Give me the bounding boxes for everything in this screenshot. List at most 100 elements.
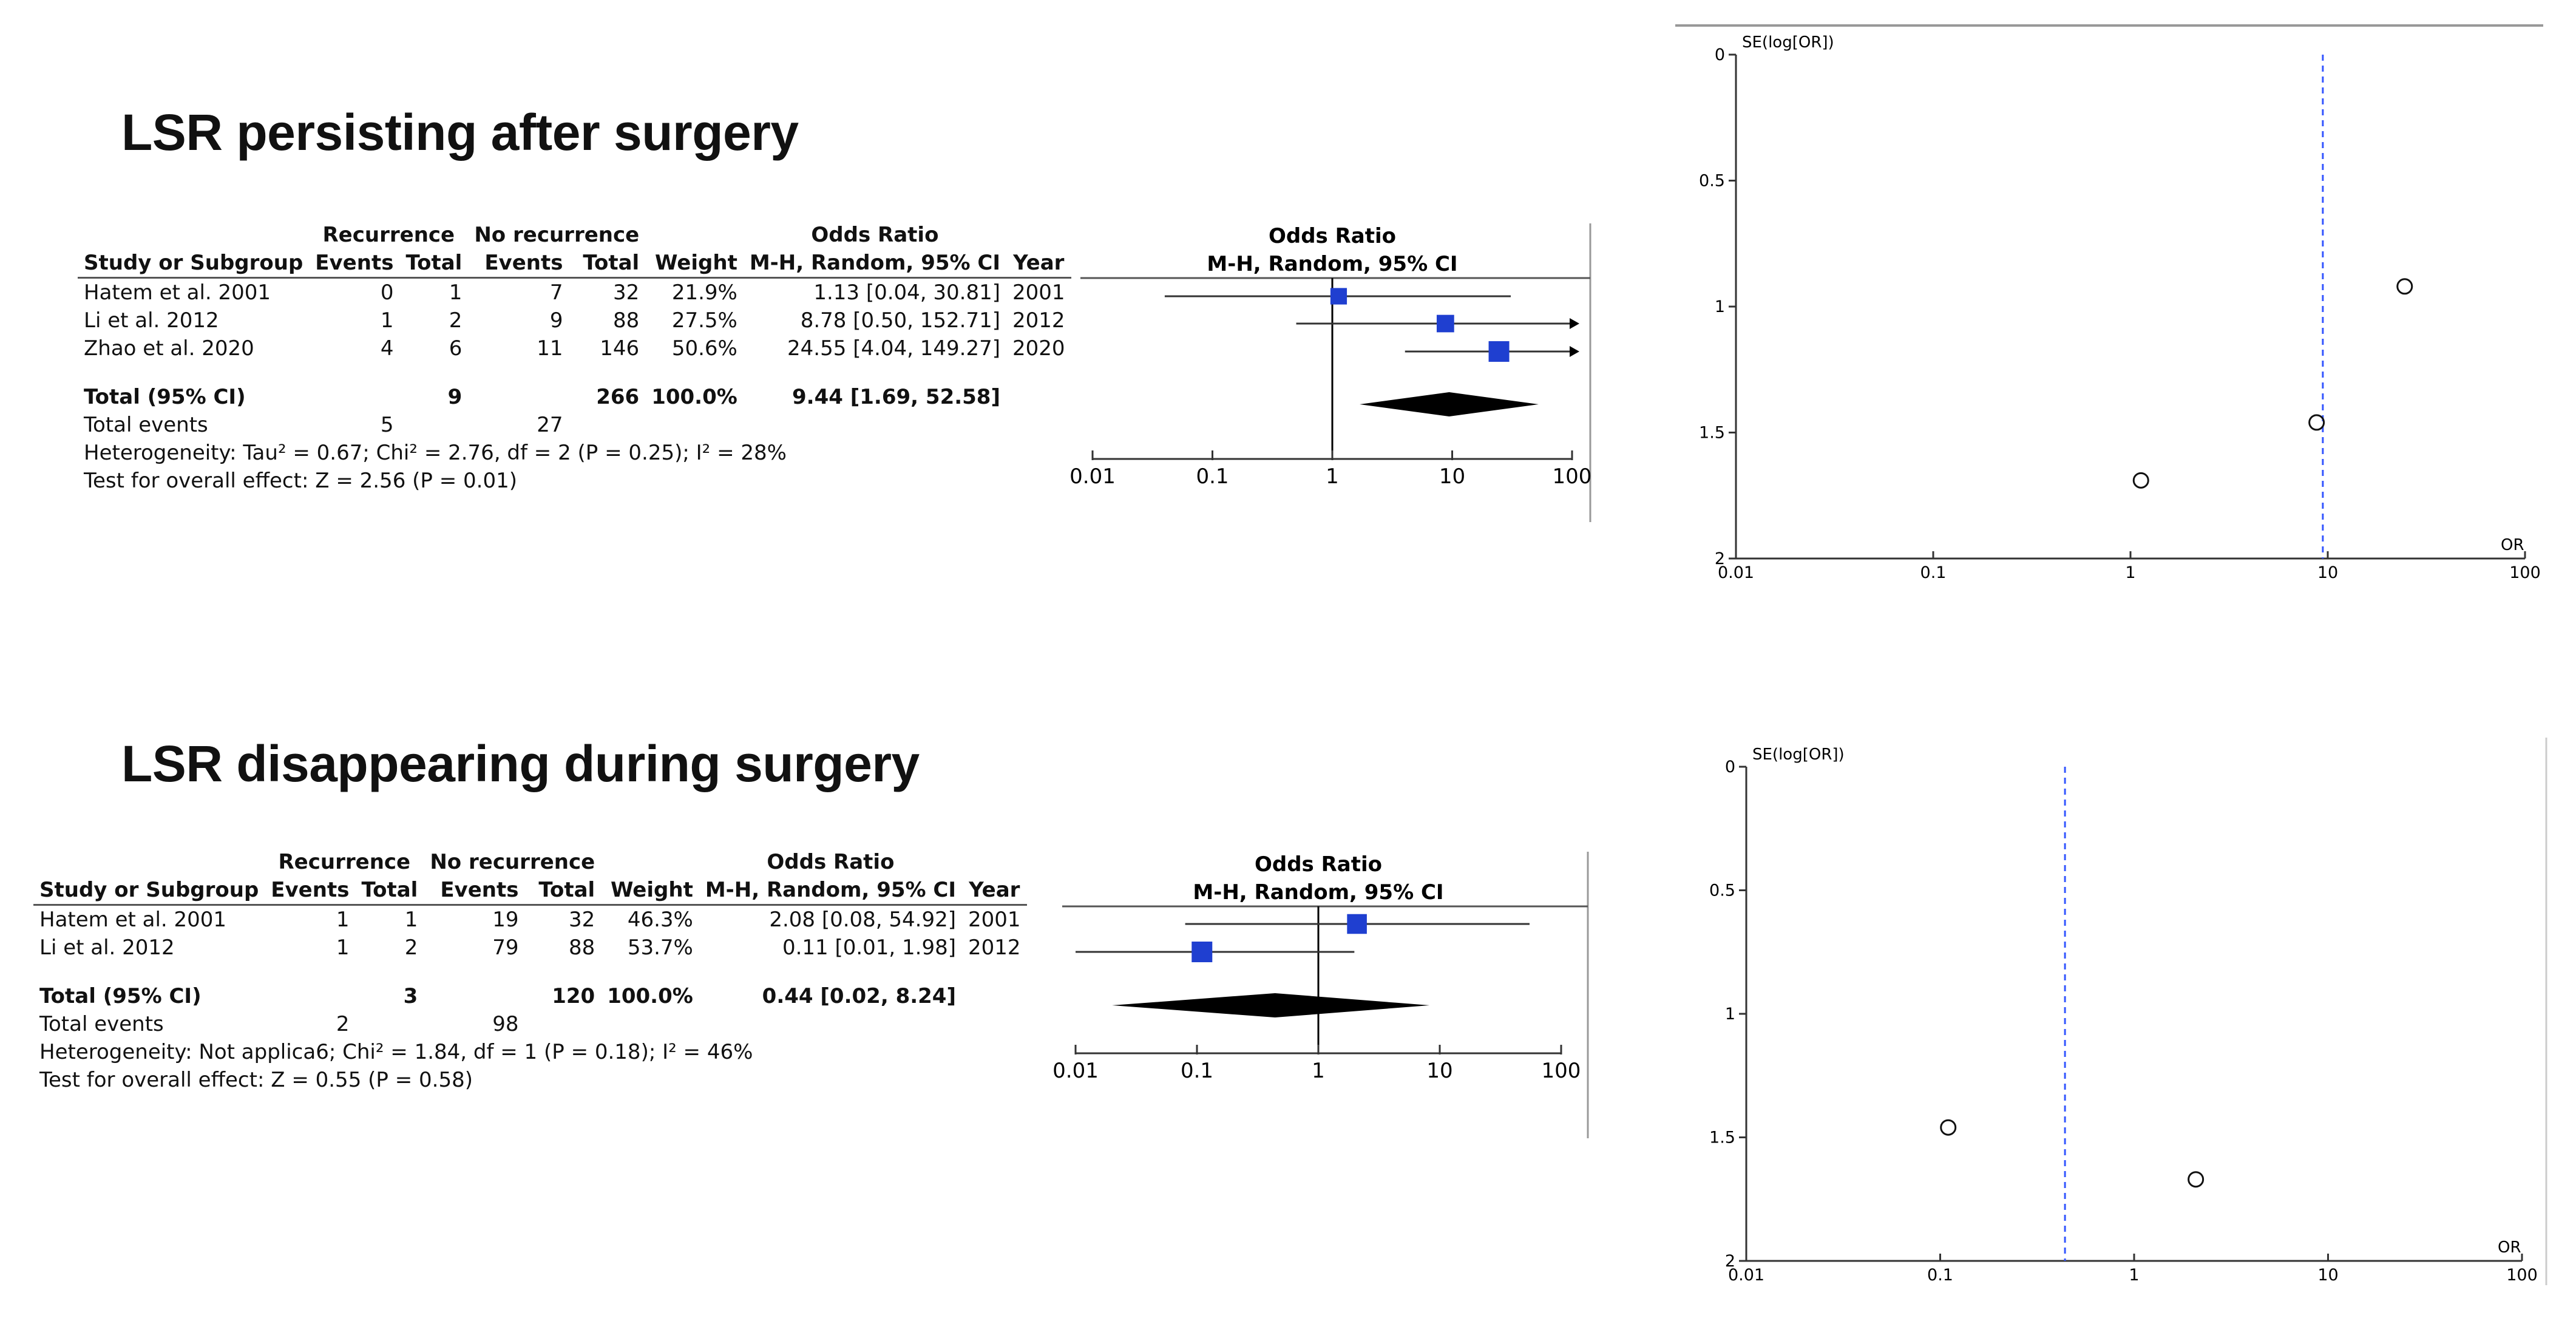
overall-effect-text: Test for overall effect: Z = 0.55 (P = 0… xyxy=(39,1068,473,1092)
year: 2001 xyxy=(1012,280,1065,305)
forest2-events2-header: Events xyxy=(424,876,525,906)
total-weight: 100.0% xyxy=(651,385,737,409)
x-tick-label: 10 xyxy=(2317,563,2338,582)
forest1-total1-header: Total xyxy=(399,249,469,279)
events2: 9 xyxy=(549,308,563,333)
total2: 88 xyxy=(612,308,640,333)
events1: 0 xyxy=(380,280,394,305)
plot-method-label: M-H, Random, 95% CI xyxy=(1207,252,1457,276)
x-tick-label: 100 xyxy=(1542,1059,1581,1083)
total-label: Total (95% CI) xyxy=(84,385,246,409)
total1: 6 xyxy=(449,336,463,361)
x-tick-label: 0.01 xyxy=(1728,1266,1764,1285)
events1: 1 xyxy=(336,936,350,960)
forest2-header-row-1: Recurrence No recurrence Odds Ratio xyxy=(33,848,1027,876)
x-tick-label: 0.01 xyxy=(1069,464,1116,489)
forest1-title: LSR persisting after surgery xyxy=(121,104,799,161)
events1: 1 xyxy=(380,308,394,333)
total-n1: 3 xyxy=(403,984,418,1008)
total-ci: 0.44 [0.02, 8.24] xyxy=(762,984,957,1008)
events2: 79 xyxy=(492,936,519,960)
x-tick-label: 1 xyxy=(2125,563,2135,582)
forest1-total2-header: Total xyxy=(569,249,646,279)
total-row: Total (95% CI) 9 266 100.0% 9.44 [1.69, … xyxy=(78,383,1071,411)
total-row: Total (95% CI) 3 120 100.0% 0.44 [0.02, … xyxy=(33,982,1027,1010)
year: 2012 xyxy=(968,936,1021,960)
y-tick-label: 2 xyxy=(1715,549,1725,568)
forest1-group1-header: Recurrence xyxy=(322,223,455,247)
y-tick-label: 2 xyxy=(1725,1252,1735,1271)
total-n1: 9 xyxy=(447,385,463,409)
total-events1: 2 xyxy=(336,1012,350,1036)
study-point xyxy=(2396,278,2413,295)
odds-ratio-ci: 8.78 [0.50, 152.71] xyxy=(800,308,1001,333)
forest1-table: Recurrence No recurrence Odds Ratio Stud… xyxy=(78,221,1071,495)
heterogeneity-text: Heterogeneity: Not applica6; Chi² = 1.84… xyxy=(39,1040,753,1064)
total2: 32 xyxy=(568,908,595,932)
weight: 27.5% xyxy=(671,308,737,333)
study-name: Hatem et al. 2001 xyxy=(84,280,271,305)
total2: 146 xyxy=(600,336,640,361)
forest2-year-header: Year xyxy=(962,876,1027,906)
study-name: Li et al. 2012 xyxy=(39,936,175,960)
odds-ratio-ci: 0.11 [0.01, 1.98] xyxy=(782,936,957,960)
forest2-group2-header: No recurrence xyxy=(430,850,595,874)
total-events-row: Total events 2 98 xyxy=(33,1010,1027,1038)
forest1-events2-header: Events xyxy=(468,249,569,279)
forest1-plot: Odds Ratio M-H, Random, 95% CI 0.01 0.1 1 10 1… xyxy=(1069,223,1592,522)
study-point xyxy=(1940,1119,1957,1136)
x-tick-label: 1 xyxy=(1326,464,1339,489)
x-tick-label: 0.1 xyxy=(1181,1059,1213,1083)
x-tick-label: 0.1 xyxy=(1196,464,1229,489)
x-tick-label: 10 xyxy=(1426,1059,1452,1083)
total-weight: 100.0% xyxy=(607,984,693,1008)
y-axis-label: SE(log[OR]) xyxy=(1742,33,1834,52)
x-tick-label: 1 xyxy=(2129,1266,2139,1285)
study-square xyxy=(1347,914,1367,934)
y-axis-label: SE(log[OR]) xyxy=(1752,745,1845,764)
summary-diamond xyxy=(1360,392,1539,416)
total2: 32 xyxy=(612,280,640,305)
heterogeneity-text: Heterogeneity: Tau² = 0.67; Chi² = 2.76,… xyxy=(84,441,787,465)
total-n2: 266 xyxy=(596,385,640,409)
forest2-title: LSR disappearing during surgery xyxy=(121,735,920,792)
x-tick-label: 1 xyxy=(1312,1059,1325,1083)
total1: 1 xyxy=(404,908,418,932)
x-tick-label: 0.01 xyxy=(1052,1059,1099,1083)
x-axis-label: OR xyxy=(2498,1238,2521,1257)
x-tick-label: 0.01 xyxy=(1718,563,1754,582)
table-row: Zhao et al. 2020 4 6 11 146 50.6% 24.55 … xyxy=(78,334,1071,362)
total1: 1 xyxy=(449,280,463,305)
total-events2: 27 xyxy=(537,413,563,437)
events1: 4 xyxy=(380,336,394,361)
forest1-group2-header: No recurrence xyxy=(474,223,640,247)
study-point xyxy=(2188,1171,2205,1188)
total-events2: 98 xyxy=(492,1012,519,1036)
total2: 88 xyxy=(568,936,595,960)
plot-method-label: M-H, Random, 95% CI xyxy=(1193,880,1443,905)
odds-ratio-ci: 1.13 [0.04, 30.81] xyxy=(813,280,1001,305)
y-tick-label: 0 xyxy=(1725,758,1735,776)
study-name: Hatem et al. 2001 xyxy=(39,908,227,932)
ci-arrow-right xyxy=(1570,346,1579,357)
weight: 46.3% xyxy=(627,908,693,932)
table-row: Li et al. 2012 1 2 79 88 53.7% 0.11 [0.0… xyxy=(33,934,1027,962)
forest1-method-header: M-H, Random, 95% CI xyxy=(743,249,1007,279)
study-point xyxy=(2132,472,2149,489)
total1: 2 xyxy=(449,308,463,333)
y-tick-label: 1 xyxy=(1715,297,1725,316)
odds-ratio-ci: 2.08 [0.08, 54.92] xyxy=(769,908,957,932)
x-tick-label: 100 xyxy=(1553,464,1592,489)
forest1-header-row-1: Recurrence No recurrence Odds Ratio xyxy=(78,221,1071,249)
study-name: Li et al. 2012 xyxy=(84,308,219,333)
x-axis-label: OR xyxy=(2501,536,2524,554)
y-tick-label: 0.5 xyxy=(1709,881,1735,900)
plot-effect-title: Odds Ratio xyxy=(1269,224,1396,248)
study-square xyxy=(1191,942,1213,962)
events2: 7 xyxy=(549,280,563,305)
forest2-header-row-2: Study or Subgroup Events Total Events To… xyxy=(33,876,1027,906)
forest1-study-header: Study or Subgroup xyxy=(78,249,310,279)
plot-effect-title: Odds Ratio xyxy=(1255,852,1382,877)
forest2-events1-header: Events xyxy=(265,876,356,906)
overall-effect-text: Test for overall effect: Z = 2.56 (P = 0… xyxy=(84,469,517,493)
